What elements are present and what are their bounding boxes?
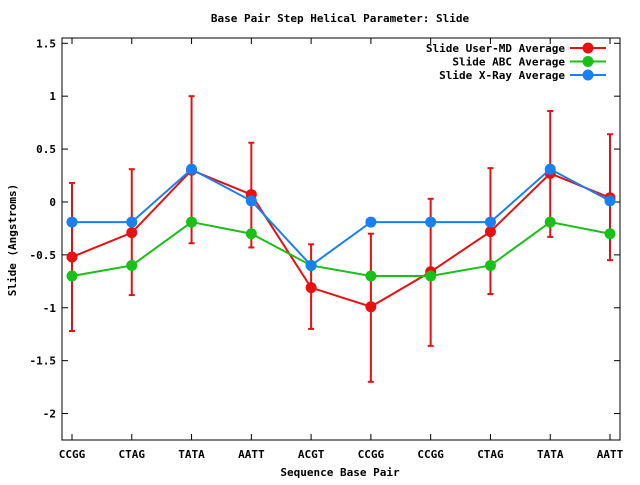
y-tick-label: -1.5 xyxy=(30,355,57,368)
y-tick-label: -1 xyxy=(43,302,57,315)
x-axis-label: Sequence Base Pair xyxy=(280,466,400,479)
data-point xyxy=(186,163,198,175)
x-tick-label: TATA xyxy=(537,448,564,461)
y-axis-label: Slide (Angstroms) xyxy=(6,184,19,297)
data-point xyxy=(484,259,496,271)
data-point xyxy=(66,270,78,282)
y-tick-label: -0.5 xyxy=(30,249,57,262)
series-layer xyxy=(66,95,616,383)
data-point xyxy=(365,301,377,313)
data-point xyxy=(245,228,257,240)
legend-label: Slide X-Ray Average xyxy=(439,69,565,82)
data-point xyxy=(66,216,78,228)
x-tick-label: AATT xyxy=(597,448,624,461)
data-point xyxy=(126,259,138,271)
x-tick-label: ACGT xyxy=(298,448,325,461)
legend-item-1: Slide User-MD Average xyxy=(426,42,606,55)
y-tick-label: 1 xyxy=(49,90,56,103)
series-line xyxy=(72,167,611,267)
data-point xyxy=(604,195,616,207)
legend-item-3: Slide X-Ray Average xyxy=(439,69,606,82)
data-point xyxy=(484,216,496,228)
plot-axes: -2 -1.5 -1 -0.5 0 0.5 1 1.5 CCGG CTAG TATA AATT ACGT… xyxy=(30,37,624,461)
data-point xyxy=(604,228,616,240)
x-tick-label: CTAG xyxy=(119,448,146,461)
x-tick-label: CCGG xyxy=(417,448,444,461)
y-tick-label: 0 xyxy=(49,196,56,209)
y-tick-label: -2 xyxy=(43,408,56,421)
series-line xyxy=(71,169,611,308)
chart-title: Base Pair Step Helical Parameter: Slide xyxy=(211,12,470,25)
y-tick-label: 0.5 xyxy=(36,143,56,156)
data-point xyxy=(544,216,556,228)
x-tick-label: CCGG xyxy=(59,448,86,461)
data-point xyxy=(305,259,317,271)
data-point xyxy=(126,216,138,228)
y-tick-label: 1.5 xyxy=(36,37,56,50)
data-point xyxy=(305,282,317,294)
data-point xyxy=(126,227,138,239)
data-point xyxy=(544,163,556,175)
series-line xyxy=(71,221,611,278)
data-point xyxy=(365,270,377,282)
series-3 xyxy=(66,163,616,271)
legend-label: Slide User-MD Average xyxy=(426,42,565,55)
data-point xyxy=(425,270,437,282)
x-tick-label: CTAG xyxy=(477,448,504,461)
data-point xyxy=(365,216,377,228)
legend-label: Slide ABC Average xyxy=(452,56,565,69)
data-point xyxy=(66,251,78,263)
x-tick-label: TATA xyxy=(178,448,205,461)
data-point xyxy=(484,226,496,238)
plot-frame xyxy=(61,37,621,441)
legend-marker xyxy=(582,69,594,81)
x-tick-label: AATT xyxy=(238,448,265,461)
x-tick-label: CCGG xyxy=(358,448,385,461)
data-point xyxy=(425,216,437,228)
legend-marker xyxy=(582,42,594,54)
legend-item-2: Slide ABC Average xyxy=(452,56,606,69)
data-point xyxy=(186,216,198,228)
legend-marker xyxy=(582,56,594,67)
data-point xyxy=(245,195,257,207)
